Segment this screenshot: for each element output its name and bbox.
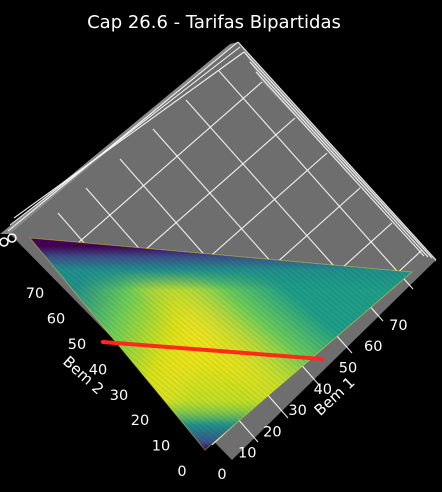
bem2-tick-20: 20 (131, 413, 149, 429)
bem1-tick-50: 50 (339, 361, 357, 377)
bem1-tick-70: 70 (389, 318, 407, 334)
bem1-tick-0: 0 (217, 467, 226, 483)
bem2-tick-10: 10 (152, 439, 170, 455)
clipped-tick-mark-1 (0, 237, 9, 247)
bem2-tick-30: 30 (110, 388, 128, 404)
bem1-tick-10: 10 (238, 446, 256, 462)
budget-line (101, 340, 324, 361)
bem1-tick-20: 20 (263, 424, 281, 440)
bem2-tick-0: 0 (177, 464, 186, 480)
bem2-tick-40: 40 (89, 362, 107, 378)
clipped-tick-mark-2 (7, 233, 17, 243)
bem1-tick-30: 30 (288, 403, 306, 419)
bem1-tick-60: 60 (364, 339, 382, 355)
surface-texture (30, 238, 412, 450)
surface (28, 237, 414, 451)
chart-title: Cap 26.6 - Tarifas Bipartidas (87, 12, 341, 33)
bem2-tick-50: 50 (68, 337, 86, 353)
bem2-tick-60: 60 (47, 312, 65, 328)
bem1-tick-40: 40 (314, 382, 332, 398)
bem2-tick-70: 70 (26, 286, 44, 302)
